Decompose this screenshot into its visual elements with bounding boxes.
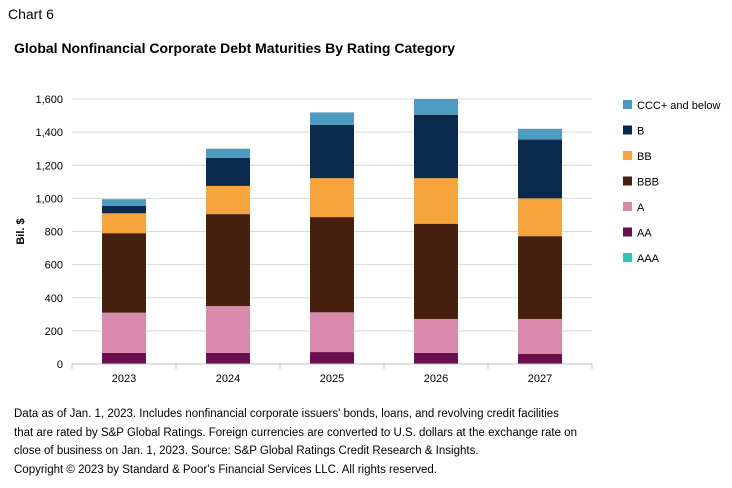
bar-segment-a-2027 bbox=[518, 318, 562, 354]
bar-segment-b-2025 bbox=[310, 124, 354, 179]
legend-label: A bbox=[637, 202, 645, 214]
bar-segment-bb-2026 bbox=[414, 178, 458, 224]
legend-swatch bbox=[623, 151, 632, 160]
bar-segment-b-2024 bbox=[206, 157, 250, 186]
bar-segment-b-2027 bbox=[518, 139, 562, 199]
legend-swatch bbox=[623, 227, 632, 237]
bar-segment-ccc-and-below-2023 bbox=[102, 199, 146, 206]
legend-label: BB bbox=[637, 151, 652, 163]
bar-segment-a-2023 bbox=[102, 312, 146, 353]
bar-segment-aa-2025 bbox=[310, 352, 354, 364]
footnote: Data as of Jan. 1, 2023. Includes nonfin… bbox=[14, 405, 614, 479]
bar-segment-aa-2026 bbox=[414, 352, 458, 364]
bar-segment-aa-2023 bbox=[102, 352, 146, 364]
footnote-line-4: Copyright © 2023 by Standard & Poor's Fi… bbox=[14, 463, 437, 476]
x-tick-label: 2024 bbox=[216, 373, 240, 385]
bar-segment-ccc-and-below-2026 bbox=[414, 99, 458, 115]
bar-segment-bb-2024 bbox=[206, 185, 250, 215]
bar-segment-ccc-and-below-2025 bbox=[310, 112, 354, 125]
footnote-line-3: close of business on Jan. 1, 2023. Sourc… bbox=[14, 445, 479, 457]
y-tick-label: 0 bbox=[57, 359, 63, 371]
x-tick-label: 2023 bbox=[112, 373, 136, 385]
legend-swatch bbox=[623, 202, 632, 211]
bar-segment-aa-2027 bbox=[518, 353, 562, 364]
y-tick-label: 1,000 bbox=[35, 193, 63, 205]
bar-segment-bb-2027 bbox=[518, 198, 562, 237]
bar-segment-bb-2023 bbox=[102, 213, 146, 234]
y-tick-label: 400 bbox=[45, 293, 63, 305]
y-axis-label: Bil. $ bbox=[15, 218, 27, 244]
legend-swatch bbox=[623, 176, 632, 186]
bar-segment-b-2023 bbox=[102, 205, 146, 214]
bar-segment-ccc-and-below-2027 bbox=[518, 128, 562, 140]
legend-label: BBB bbox=[637, 177, 659, 189]
bar-segment-ccc-and-below-2024 bbox=[206, 148, 250, 158]
y-tick-label: 200 bbox=[45, 326, 63, 338]
y-tick-label: 1,600 bbox=[35, 94, 63, 106]
legend-label: AAA bbox=[637, 253, 660, 265]
x-tick-label: 2026 bbox=[424, 373, 448, 385]
legend-swatch bbox=[623, 125, 632, 135]
y-tick-label: 1,400 bbox=[35, 127, 63, 139]
y-tick-label: 1,200 bbox=[35, 160, 63, 172]
legend-label: CCC+ and below bbox=[637, 100, 721, 112]
bar-segment-a-2025 bbox=[310, 312, 354, 353]
stacked-bar-chart: 0 200 400 600 800 1,000 1,200 1,400 1,600 Bil. $ 2… bbox=[15, 94, 721, 385]
bar-segment-a-2024 bbox=[206, 306, 250, 353]
bar-segment-b-2026 bbox=[414, 114, 458, 179]
bar-segment-bb-2025 bbox=[310, 178, 354, 218]
legend-label: AA bbox=[637, 228, 652, 240]
bar-segment-bbb-2025 bbox=[310, 217, 354, 313]
x-tick-label: 2025 bbox=[320, 373, 344, 385]
footnote-line-1: Data as of Jan. 1, 2023. Includes nonfin… bbox=[14, 408, 559, 420]
bar-segment-bbb-2024 bbox=[206, 214, 250, 307]
bar-segment-bbb-2023 bbox=[102, 233, 146, 313]
legend-swatch bbox=[623, 100, 632, 109]
bar-segment-bbb-2027 bbox=[518, 236, 562, 319]
y-tick-label: 800 bbox=[45, 227, 63, 239]
bar-segment-a-2026 bbox=[414, 318, 458, 353]
chart-label: Chart 6 bbox=[8, 6, 54, 22]
chart-title: Global Nonfinancial Corporate Debt Matur… bbox=[14, 40, 456, 56]
x-tick-label: 2027 bbox=[528, 373, 552, 385]
legend-label: B bbox=[637, 126, 644, 138]
footnote-line-2: that are rated by S&P Global Ratings. Fo… bbox=[14, 426, 577, 439]
legend-swatch bbox=[623, 253, 632, 262]
bar-segment-aa-2024 bbox=[206, 352, 250, 364]
bar-segment-bbb-2026 bbox=[414, 223, 458, 319]
y-tick-label: 600 bbox=[45, 260, 63, 272]
